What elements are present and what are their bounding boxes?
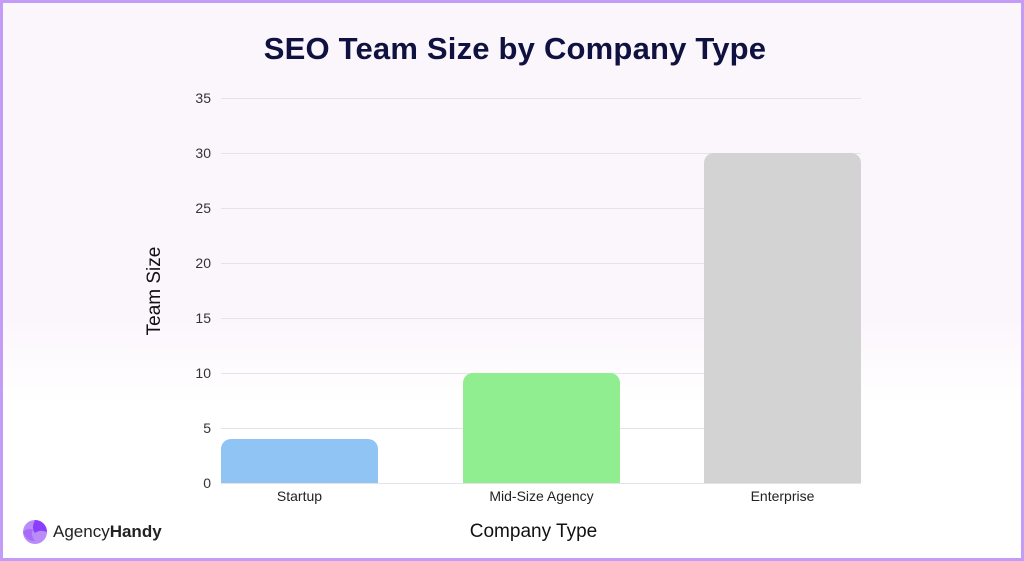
y-tick-label: 15 xyxy=(195,310,211,326)
chart-title: SEO Team Size by Company Type xyxy=(263,31,767,66)
bar-mid-size-agency xyxy=(463,373,620,483)
bar-enterprise xyxy=(704,153,861,483)
gridline xyxy=(221,483,861,484)
y-tick-label: 10 xyxy=(195,365,211,381)
gridline xyxy=(221,153,861,154)
y-tick-label: 20 xyxy=(195,255,211,271)
y-tick-label: 30 xyxy=(195,145,211,161)
y-tick-label: 0 xyxy=(203,475,211,491)
y-tick-label: 5 xyxy=(203,420,211,436)
agencyhandy-logo-icon xyxy=(23,520,47,544)
gridline xyxy=(221,98,861,99)
gridline xyxy=(221,318,861,319)
x-axis-label: Company Type xyxy=(469,521,598,542)
gridline xyxy=(221,208,861,209)
brand-logo: AgencyHandy xyxy=(22,519,162,545)
x-tick-label: Enterprise xyxy=(750,488,815,504)
brand-name: AgencyHandy xyxy=(53,522,162,541)
y-axis-label: Team Size xyxy=(144,246,165,336)
gridline xyxy=(221,263,861,264)
x-tick-label: Mid-Size Agency xyxy=(489,488,594,504)
plot-area xyxy=(221,98,861,484)
bar-startup xyxy=(221,439,378,483)
y-tick-label: 25 xyxy=(195,200,211,216)
y-tick-label: 35 xyxy=(195,90,211,106)
x-tick-label: Startup xyxy=(276,488,323,504)
